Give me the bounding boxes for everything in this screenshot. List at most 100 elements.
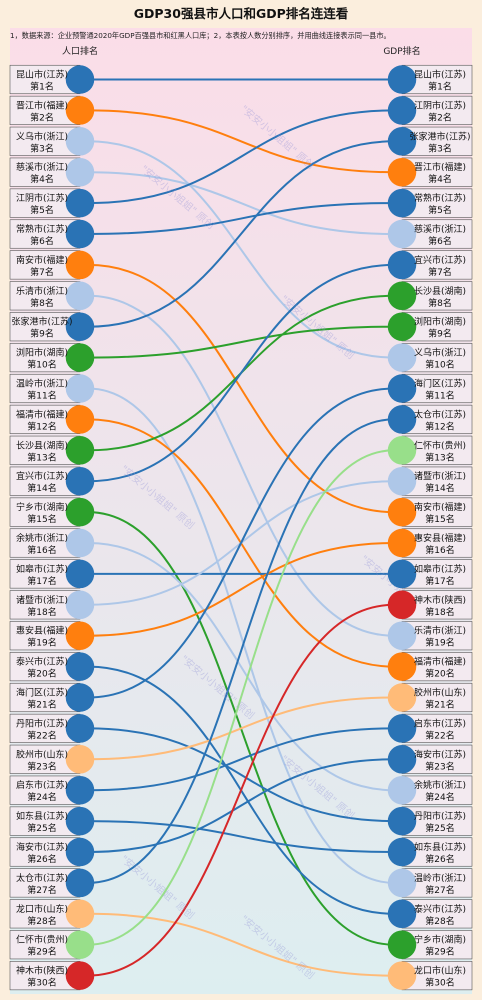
- left-marker: [65, 621, 95, 650]
- right-item: 常熟市(江苏)第5名: [387, 188, 473, 218]
- connection-curve: [87, 603, 395, 977]
- left-name: 浏阳市(湖南): [16, 347, 68, 359]
- left-name: 龙口市(山东): [16, 903, 68, 915]
- right-item: 张家港市(江苏)第3名: [387, 126, 473, 156]
- left-rank: 第11名: [27, 390, 56, 402]
- left-item: 诸暨市(浙江)第18名: [9, 590, 95, 620]
- left-item: 福清市(福建)第12名: [9, 404, 95, 434]
- left-name: 宜兴市(江苏): [16, 470, 68, 482]
- left-column: 昆山市(江苏)第1名晋江市(福建)第2名义乌市(浙江)第3名慈溪市(浙江)第4名…: [9, 64, 95, 991]
- right-item: 启东市(江苏)第22名: [387, 713, 473, 743]
- left-name: 惠安县(福建): [16, 625, 68, 637]
- left-rank: 第3名: [30, 142, 54, 154]
- left-rank: 第7名: [30, 266, 54, 278]
- left-name: 启东市(江苏): [16, 779, 68, 791]
- right-marker: [387, 868, 417, 898]
- right-rank: 第13名: [425, 451, 454, 463]
- right-name: 乐清市(浙江): [414, 625, 466, 637]
- left-rank: 第20名: [27, 668, 56, 680]
- left-rank: 第17名: [27, 575, 56, 587]
- chart-title: GDP30强县市人口和GDP排名连连看: [134, 6, 349, 21]
- right-item: 太仓市(江苏)第12名: [387, 404, 473, 434]
- left-rank: 第29名: [27, 946, 56, 958]
- right-marker: [387, 343, 417, 372]
- right-marker: [387, 188, 417, 218]
- right-item: 宜兴市(江苏)第7名: [387, 250, 473, 280]
- right-marker: [387, 405, 417, 434]
- left-name: 慈溪市(浙江): [16, 161, 68, 173]
- right-item: 浏阳市(湖南)第9名: [387, 312, 473, 342]
- left-item: 温岭市(浙江)第11名: [9, 373, 95, 404]
- left-name: 江阴市(江苏): [16, 192, 68, 204]
- left-name: 余姚市(浙江): [16, 532, 68, 544]
- right-name: 胶州市(山东): [414, 687, 466, 699]
- left-item: 宁乡市(湖南)第15名: [9, 497, 95, 527]
- right-name: 义乌市(浙江): [414, 347, 466, 359]
- right-rank: 第9名: [428, 328, 452, 340]
- right-marker: [387, 219, 417, 249]
- left-marker: [65, 590, 95, 620]
- right-marker: [387, 250, 417, 280]
- right-rank: 第15名: [425, 513, 454, 525]
- connection-curve: [87, 727, 395, 823]
- left-marker: [65, 157, 95, 187]
- connection-curve: [87, 325, 395, 359]
- right-name: 余姚市(浙江): [414, 779, 466, 791]
- right-marker: [387, 745, 417, 774]
- left-name: 仁怀市(贵州): [16, 934, 68, 946]
- right-marker: [387, 374, 417, 403]
- right-item: 乐清市(浙江)第19名: [387, 621, 473, 651]
- right-rank: 第10名: [425, 359, 454, 371]
- left-name: 神木市(陕西): [16, 965, 68, 977]
- left-item: 神木市(陕西)第30名: [9, 961, 95, 991]
- connection-curve: [87, 140, 395, 359]
- left-rank: 第23名: [27, 760, 56, 772]
- left-name: 晋江市(福建): [16, 99, 68, 111]
- right-rank: 第1名: [428, 81, 452, 93]
- right-rank: 第21名: [425, 699, 454, 711]
- left-marker: [65, 714, 95, 743]
- left-marker: [65, 899, 95, 929]
- right-item: 海安市(江苏)第23名: [387, 744, 473, 774]
- left-rank: 第8名: [30, 297, 54, 309]
- left-item: 如皋市(江苏)第17名: [9, 559, 95, 589]
- right-item: 如东县(江苏)第26名: [387, 837, 473, 867]
- left-rank: 第19名: [27, 637, 56, 649]
- left-name: 泰兴市(江苏): [16, 656, 68, 668]
- right-name: 宁乡市(湖南): [414, 934, 466, 946]
- right-name: 温岭市(浙江): [414, 872, 466, 884]
- right-name: 昆山市(江苏): [414, 69, 466, 81]
- right-rank: 第26名: [425, 853, 454, 865]
- left-rank: 第21名: [27, 699, 56, 711]
- left-rank: 第5名: [30, 204, 54, 216]
- right-marker: [387, 96, 417, 125]
- connection-curve: [87, 263, 395, 514]
- left-rank: 第15名: [27, 513, 56, 525]
- connection-curve: [87, 542, 395, 637]
- left-item: 太仓市(江苏)第27名: [9, 868, 95, 898]
- right-name: 泰兴市(江苏): [414, 903, 466, 915]
- left-name: 福清市(福建): [16, 408, 68, 420]
- left-item: 丹阳市(江苏)第22名: [9, 713, 95, 743]
- right-name: 龙口市(山东): [414, 965, 466, 977]
- right-rank: 第7名: [428, 266, 452, 278]
- left-rank: 第25名: [27, 822, 56, 834]
- right-name: 慈溪市(浙江): [414, 223, 466, 235]
- right-item: 丹阳市(江苏)第25名: [387, 806, 473, 836]
- left-marker: [65, 250, 95, 280]
- right-name: 浏阳市(湖南): [414, 316, 466, 328]
- connection-curve: [87, 294, 395, 637]
- right-rank: 第12名: [425, 420, 454, 432]
- connection-curve: [87, 696, 395, 761]
- left-marker: [65, 281, 95, 311]
- right-marker: [387, 281, 417, 311]
- left-name: 常熟市(江苏): [16, 223, 68, 235]
- connection-curve: [87, 418, 395, 884]
- left-rank: 第12名: [27, 420, 56, 432]
- right-marker: [387, 714, 417, 743]
- right-column: 昆山市(江苏)第1名江阴市(江苏)第2名张家港市(江苏)第3名晋江市(福建)第4…: [387, 64, 473, 991]
- right-name: 仁怀市(贵州): [414, 439, 466, 451]
- right-marker: [387, 775, 417, 805]
- right-item: 义乌市(浙江)第10名: [387, 343, 473, 373]
- left-marker: [65, 466, 95, 496]
